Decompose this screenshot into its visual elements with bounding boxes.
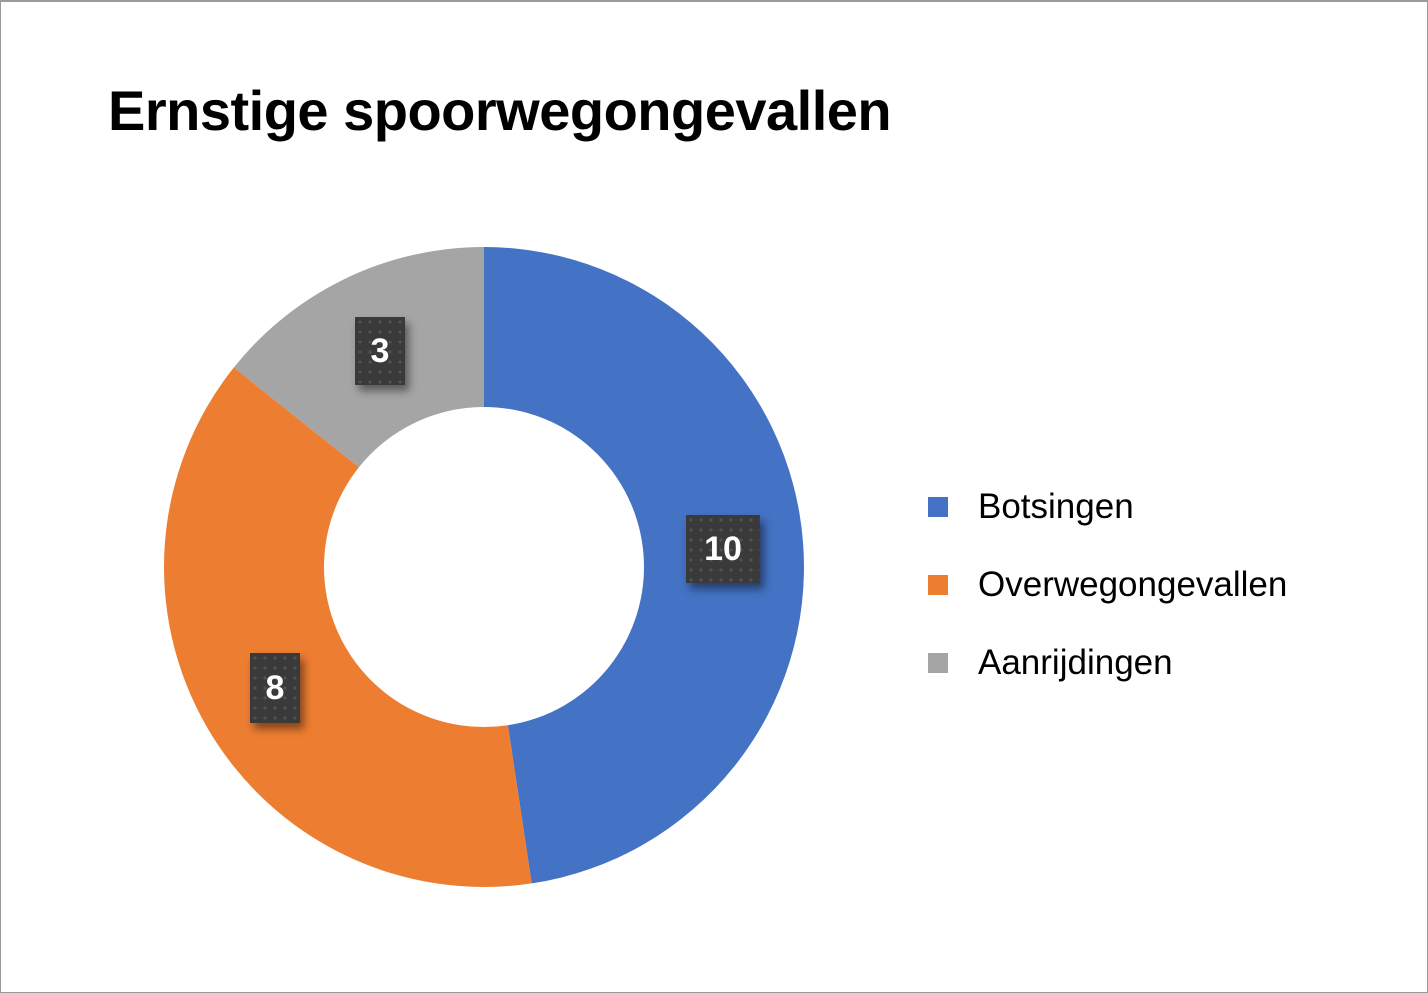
legend-item-botsingen[interactable]: Botsingen: [928, 468, 1287, 546]
chart-title: Ernstige spoorwegongevallen: [108, 79, 892, 142]
legend-label: Botsingen: [978, 487, 1134, 526]
data-label-botsingen: 10: [686, 515, 760, 583]
data-label-aanrijdingen: 3: [355, 317, 405, 385]
top-border: [0, 0, 1428, 2]
legend-swatch-icon: [928, 653, 948, 673]
legend-item-aanrijdingen[interactable]: Aanrijdingen: [928, 624, 1287, 702]
slice-botsingen[interactable]: [484, 247, 804, 884]
legend-item-overwegongevallen[interactable]: Overwegongevallen: [928, 546, 1287, 624]
slice-overwegongevallen[interactable]: [164, 367, 532, 887]
legend-swatch-icon: [928, 497, 948, 517]
legend-swatch-icon: [928, 575, 948, 595]
chart-legend: Botsingen Overwegongevallen Aanrijdingen: [928, 468, 1287, 702]
legend-label: Aanrijdingen: [978, 643, 1173, 682]
legend-label: Overwegongevallen: [978, 565, 1288, 604]
data-label-overwegongevallen: 8: [250, 653, 300, 723]
